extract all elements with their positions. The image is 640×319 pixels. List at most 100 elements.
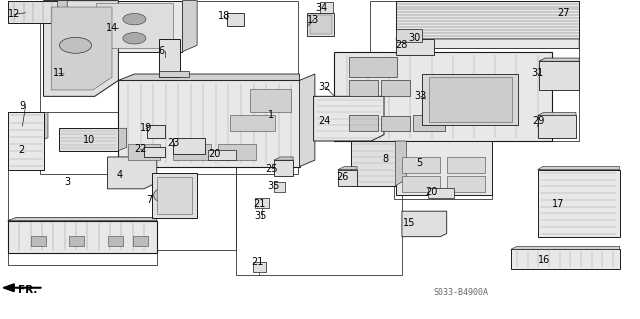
- Polygon shape: [157, 177, 192, 214]
- Text: 10: 10: [83, 135, 95, 145]
- Polygon shape: [88, 1, 182, 52]
- Polygon shape: [173, 138, 205, 154]
- Polygon shape: [40, 112, 48, 141]
- Polygon shape: [429, 77, 512, 122]
- Polygon shape: [307, 13, 334, 36]
- Polygon shape: [8, 1, 58, 23]
- Polygon shape: [396, 39, 434, 55]
- Text: 9: 9: [19, 101, 26, 111]
- Circle shape: [60, 37, 92, 53]
- Polygon shape: [422, 74, 518, 125]
- Polygon shape: [118, 80, 300, 167]
- Text: 19: 19: [140, 123, 152, 133]
- Polygon shape: [538, 167, 620, 170]
- Polygon shape: [349, 57, 397, 77]
- Text: 11: 11: [52, 68, 65, 78]
- Polygon shape: [182, 1, 197, 52]
- Polygon shape: [274, 157, 293, 160]
- Polygon shape: [159, 39, 180, 77]
- Polygon shape: [8, 112, 44, 170]
- Polygon shape: [396, 39, 579, 48]
- Text: 1: 1: [268, 110, 274, 121]
- Circle shape: [123, 33, 146, 44]
- Polygon shape: [349, 80, 378, 96]
- Text: 13: 13: [307, 15, 319, 25]
- Text: 4: 4: [116, 170, 123, 181]
- Polygon shape: [31, 236, 46, 246]
- Polygon shape: [253, 262, 266, 272]
- Polygon shape: [144, 147, 165, 157]
- Circle shape: [123, 13, 146, 25]
- Polygon shape: [338, 170, 357, 186]
- Text: 35: 35: [268, 181, 280, 191]
- Text: 2: 2: [18, 145, 24, 155]
- Polygon shape: [511, 246, 620, 249]
- Polygon shape: [314, 96, 384, 141]
- Polygon shape: [310, 15, 332, 34]
- Polygon shape: [511, 249, 620, 269]
- Polygon shape: [96, 3, 173, 48]
- Polygon shape: [128, 144, 160, 160]
- Polygon shape: [538, 170, 620, 237]
- Text: 23: 23: [168, 138, 180, 148]
- Polygon shape: [3, 284, 14, 292]
- Text: 29: 29: [532, 116, 545, 126]
- Polygon shape: [396, 141, 492, 195]
- Text: 35: 35: [255, 211, 267, 221]
- Text: 17: 17: [552, 199, 564, 209]
- Text: 34: 34: [315, 3, 327, 13]
- Polygon shape: [320, 2, 333, 13]
- Text: 7: 7: [146, 195, 152, 205]
- Polygon shape: [152, 173, 197, 218]
- Polygon shape: [8, 221, 157, 253]
- Polygon shape: [227, 13, 244, 26]
- Polygon shape: [538, 115, 576, 138]
- Polygon shape: [396, 1, 579, 39]
- Polygon shape: [428, 188, 454, 198]
- Polygon shape: [147, 125, 165, 138]
- Text: 21: 21: [253, 199, 265, 209]
- Polygon shape: [173, 144, 211, 160]
- Text: 26: 26: [336, 172, 348, 182]
- Polygon shape: [300, 74, 315, 167]
- Polygon shape: [230, 115, 275, 131]
- Polygon shape: [118, 74, 300, 80]
- Text: 15: 15: [403, 218, 415, 228]
- Polygon shape: [108, 236, 123, 246]
- Polygon shape: [351, 141, 396, 186]
- Polygon shape: [44, 1, 118, 96]
- Polygon shape: [447, 176, 485, 192]
- Polygon shape: [402, 211, 447, 237]
- Text: 20: 20: [208, 149, 220, 159]
- Text: S033-B4900A: S033-B4900A: [433, 288, 488, 297]
- Text: 33: 33: [415, 91, 427, 101]
- Polygon shape: [447, 157, 485, 173]
- Polygon shape: [58, 1, 67, 23]
- Polygon shape: [334, 52, 552, 141]
- Text: 18: 18: [218, 11, 230, 21]
- Polygon shape: [133, 236, 148, 246]
- Polygon shape: [108, 157, 157, 189]
- Text: 6: 6: [159, 46, 165, 56]
- Text: FR.: FR.: [18, 285, 37, 295]
- Text: 30: 30: [408, 33, 420, 43]
- Polygon shape: [69, 236, 84, 246]
- Polygon shape: [413, 115, 445, 131]
- Text: 16: 16: [538, 255, 550, 265]
- Polygon shape: [402, 176, 440, 192]
- Text: 31: 31: [531, 68, 543, 78]
- Text: 3: 3: [64, 177, 70, 188]
- Text: 32: 32: [319, 82, 331, 92]
- Text: 25: 25: [266, 164, 278, 174]
- Polygon shape: [208, 150, 236, 160]
- Polygon shape: [118, 128, 127, 151]
- Polygon shape: [159, 71, 189, 77]
- Polygon shape: [59, 128, 118, 151]
- Polygon shape: [338, 167, 357, 170]
- Circle shape: [154, 186, 192, 205]
- Text: 8: 8: [383, 154, 389, 165]
- Polygon shape: [250, 89, 291, 112]
- Text: 12: 12: [8, 9, 20, 19]
- Text: 5: 5: [416, 158, 422, 168]
- Polygon shape: [349, 115, 378, 131]
